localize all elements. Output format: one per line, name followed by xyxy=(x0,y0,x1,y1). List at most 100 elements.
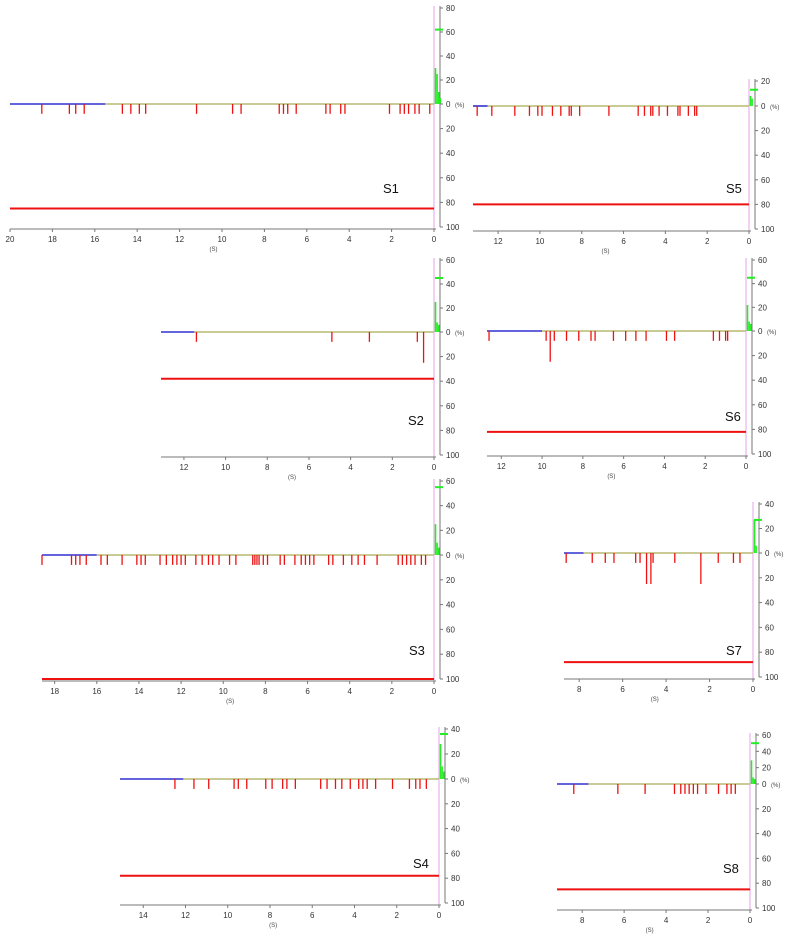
x-tick-label: 0 xyxy=(432,235,437,244)
panel-label: S6 xyxy=(725,409,741,424)
y-tick-label: 20 xyxy=(451,750,460,759)
x-tick-label: 6 xyxy=(305,687,310,696)
y-tick-label: 60 xyxy=(446,625,455,634)
y-tick-label: 60 xyxy=(446,174,455,183)
y-tick-label: 40 xyxy=(761,151,770,160)
x-tick-label: 12 xyxy=(494,237,503,246)
y-tick-label: 20 xyxy=(446,526,455,535)
y-tick-label: 40 xyxy=(451,825,460,834)
y-tick-label: 40 xyxy=(765,599,774,608)
y-tick-label: 20 xyxy=(762,764,771,773)
panel-label: S1 xyxy=(383,181,399,196)
y-tick-label: 20 xyxy=(765,525,774,534)
x-tick-label: 4 xyxy=(352,911,357,920)
y-tick-label: 20 xyxy=(761,127,770,136)
x-tick-label: 10 xyxy=(219,687,228,696)
y-tick-label: 80 xyxy=(446,426,455,435)
y-tick-label: 20 xyxy=(446,576,455,585)
y-tick-label: 20 xyxy=(758,303,767,312)
x-tick-label: 12 xyxy=(181,911,190,920)
x-tick-label: 4 xyxy=(347,687,352,696)
y-tick-label: 0 xyxy=(765,549,770,558)
x-tick-label: 14 xyxy=(133,235,142,244)
y-tick-label: 100 xyxy=(758,450,772,459)
y-unit-label: (%) xyxy=(455,103,464,109)
y-tick-label: 40 xyxy=(446,52,455,61)
x-tick-label: 4 xyxy=(664,685,669,694)
y-tick-label: 80 xyxy=(446,650,455,659)
x-tick-label: 2 xyxy=(389,235,394,244)
x-tick-label: 6 xyxy=(621,237,626,246)
x-tick-label: 0 xyxy=(747,237,752,246)
x-unit-label: (S) xyxy=(210,247,218,253)
y-unit-label: (%) xyxy=(460,778,469,784)
x-tick-label: 2 xyxy=(706,916,711,925)
y-tick-label: 20 xyxy=(765,574,774,583)
x-tick-label: 2 xyxy=(390,687,395,696)
y-tick-label: 40 xyxy=(451,725,460,734)
y-tick-label: 100 xyxy=(446,675,460,684)
x-tick-label: 10 xyxy=(223,911,232,920)
x-tick-label: 0 xyxy=(751,685,756,694)
x-tick-label: 10 xyxy=(535,237,544,246)
y-tick-label: 20 xyxy=(446,76,455,85)
y-tick-label: 40 xyxy=(762,747,771,756)
y-tick-label: 40 xyxy=(446,280,455,289)
y-tick-label: 60 xyxy=(758,256,767,265)
x-tick-label: 10 xyxy=(538,462,547,471)
y-tick-label: 20 xyxy=(451,800,460,809)
y-tick-label: 0 xyxy=(451,775,456,784)
x-tick-label: 16 xyxy=(90,235,99,244)
y-tick-label: 0 xyxy=(758,327,763,336)
x-tick-label: 10 xyxy=(218,235,227,244)
x-tick-label: 0 xyxy=(748,916,753,925)
x-tick-label: 8 xyxy=(580,916,585,925)
y-tick-label: 0 xyxy=(446,328,451,337)
y-tick-label: 60 xyxy=(762,854,771,863)
y-tick-label: 0 xyxy=(761,102,766,111)
y-tick-label: 40 xyxy=(758,280,767,289)
y-tick-label: 40 xyxy=(446,601,455,610)
x-tick-label: 8 xyxy=(262,235,267,244)
x-tick-label: 6 xyxy=(305,235,310,244)
y-unit-label: (%) xyxy=(774,552,783,558)
y-unit-label: (%) xyxy=(455,331,464,337)
x-tick-label: 6 xyxy=(307,463,312,472)
y-tick-label: 60 xyxy=(761,176,770,185)
y-tick-label: 80 xyxy=(446,4,455,13)
y-tick-label: 20 xyxy=(762,805,771,814)
x-tick-label: 12 xyxy=(175,235,184,244)
y-tick-label: 20 xyxy=(761,77,770,86)
y-tick-label: 80 xyxy=(765,648,774,657)
x-tick-label: 20 xyxy=(6,235,15,244)
y-tick-label: 40 xyxy=(446,377,455,386)
x-tick-label: 12 xyxy=(177,687,186,696)
x-tick-label: 0 xyxy=(437,911,442,920)
y-tick-label: 40 xyxy=(762,830,771,839)
x-tick-label: 4 xyxy=(664,916,669,925)
x-tick-label: 2 xyxy=(705,237,710,246)
y-tick-label: 0 xyxy=(762,780,767,789)
x-unit-label: (S) xyxy=(646,928,654,934)
panel-label: S2 xyxy=(408,413,424,428)
y-tick-label: 20 xyxy=(446,125,455,134)
x-tick-label: 18 xyxy=(48,235,57,244)
y-tick-label: 60 xyxy=(762,731,771,740)
y-tick-label: 80 xyxy=(451,874,460,883)
x-tick-label: 8 xyxy=(580,237,585,246)
y-tick-label: 80 xyxy=(446,198,455,207)
y-tick-label: 100 xyxy=(446,223,460,232)
x-tick-label: 2 xyxy=(395,911,400,920)
y-tick-label: 80 xyxy=(762,879,771,888)
x-tick-label: 16 xyxy=(92,687,101,696)
x-tick-label: 4 xyxy=(662,462,667,471)
x-tick-label: 8 xyxy=(265,463,270,472)
y-unit-label: (%) xyxy=(767,330,776,336)
x-unit-label: (S) xyxy=(269,923,277,929)
panel-label: S5 xyxy=(726,181,742,196)
